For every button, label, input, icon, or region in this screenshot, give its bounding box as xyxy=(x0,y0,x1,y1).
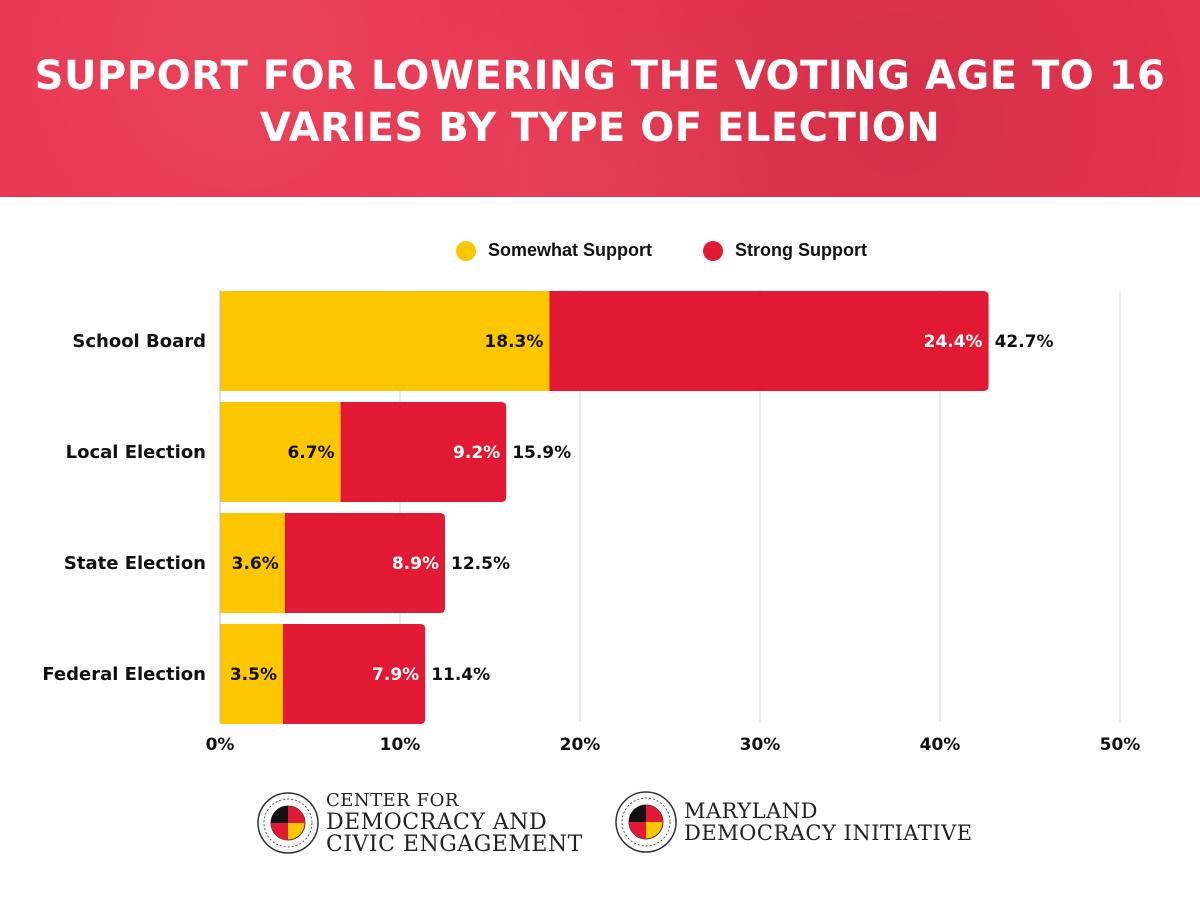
logo-center-line-2: DEMOCRACY AND xyxy=(326,810,548,835)
legend-item-strong: Strong Support xyxy=(703,240,867,261)
bar-somewhat-3 xyxy=(220,624,283,724)
logo-center-text: CENTER FOR DEMOCRACY AND CIVIC ENGAGEMEN… xyxy=(326,790,583,856)
bar-chart: 18.3% 24.4% 42.7% School Board 6.7% 9.2% 15.9%… xyxy=(42,290,1141,755)
legend-label-strong: Strong Support xyxy=(735,240,867,260)
bar-strong-0 xyxy=(549,291,989,391)
data-label-somewhat-2: 3.6% xyxy=(232,554,279,574)
banner-texture xyxy=(0,0,1200,197)
bar-strong-1 xyxy=(340,402,507,502)
chart-title-line-2: VARIES BY TYPE OF ELECTION xyxy=(259,105,941,151)
x-tick-label-50: 50% xyxy=(1100,735,1141,755)
logo-initiative-line-2: DEMOCRACY INITIATIVE xyxy=(684,821,973,845)
bar-somewhat-2 xyxy=(220,513,285,613)
total-label-1: 15.9% xyxy=(512,443,571,463)
university-of-maryland-seal-icon xyxy=(257,792,319,854)
x-tick-label-0: 0% xyxy=(206,735,235,755)
data-label-somewhat-1: 6.7% xyxy=(287,443,334,463)
logo-center-line-3: CIVIC ENGAGEMENT xyxy=(326,832,583,857)
logo-maryland-democracy-initiative: MARYLAND DEMOCRACY INITIATIVE xyxy=(614,790,973,854)
total-label-2: 12.5% xyxy=(451,554,510,574)
category-label-3: Federal Election xyxy=(42,664,206,685)
logo-center-line-1: CENTER FOR xyxy=(326,790,459,811)
chart-title: SUPPORT FOR LOWERING THE VOTING AGE TO 1… xyxy=(0,50,1200,154)
bar-strong-3 xyxy=(283,624,426,724)
logo-center-for-democracy: CENTER FOR DEMOCRACY AND CIVIC ENGAGEMEN… xyxy=(256,790,583,856)
bar-somewhat-1 xyxy=(220,402,341,502)
data-label-strong-0: 24.4% xyxy=(924,332,983,352)
legend-swatch-somewhat xyxy=(456,240,476,261)
logo-initiative-text: MARYLAND DEMOCRACY INITIATIVE xyxy=(684,800,973,844)
legend-label-somewhat: Somewhat Support xyxy=(488,240,653,260)
university-of-maryland-seal-icon xyxy=(615,791,677,853)
data-label-strong-1: 9.2% xyxy=(453,443,500,463)
footer-logos: CENTER FOR DEMOCRACY AND CIVIC ENGAGEMEN… xyxy=(0,790,1200,870)
data-label-somewhat-3: 3.5% xyxy=(230,665,277,685)
data-label-somewhat-0: 18.3% xyxy=(484,332,543,352)
chart-title-line-1: SUPPORT FOR LOWERING THE VOTING AGE TO 1… xyxy=(34,53,1166,99)
category-label-1: Local Election xyxy=(66,442,206,463)
bar-somewhat-0 xyxy=(220,291,550,391)
legend-item-somewhat: Somewhat Support xyxy=(456,240,652,261)
legend: Somewhat Support Strong Support xyxy=(0,240,1200,268)
data-label-strong-2: 8.9% xyxy=(392,554,439,574)
total-label-3: 11.4% xyxy=(431,665,490,685)
x-tick-label-20: 20% xyxy=(560,735,601,755)
category-label-2: State Election xyxy=(64,553,206,574)
x-tick-label-10: 10% xyxy=(380,735,421,755)
x-tick-label-40: 40% xyxy=(920,735,961,755)
title-banner: SUPPORT FOR LOWERING THE VOTING AGE TO 1… xyxy=(0,0,1200,197)
total-label-0: 42.7% xyxy=(995,332,1054,352)
legend-swatch-strong xyxy=(703,240,723,261)
bar-strong-2 xyxy=(284,513,445,613)
x-tick-label-30: 30% xyxy=(740,735,781,755)
logo-initiative-line-1: MARYLAND xyxy=(684,799,819,823)
category-label-0: School Board xyxy=(72,331,206,352)
data-label-strong-3: 7.9% xyxy=(372,665,419,685)
